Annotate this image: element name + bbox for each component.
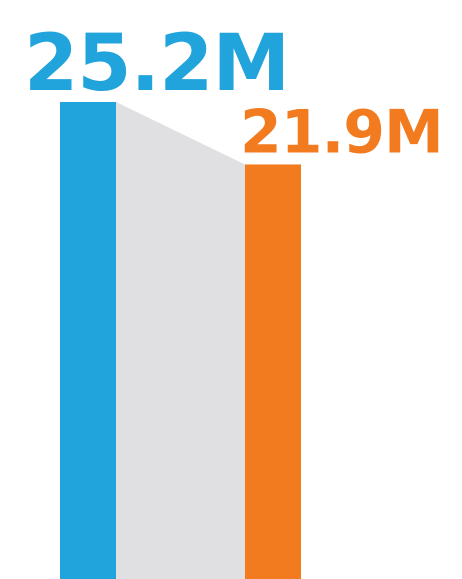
value-label-first: 25.2M <box>24 19 289 109</box>
connector-shape <box>116 102 245 579</box>
value-label-second: 21.9M <box>240 97 443 167</box>
bar-second <box>245 164 301 579</box>
bar-first <box>60 102 116 579</box>
